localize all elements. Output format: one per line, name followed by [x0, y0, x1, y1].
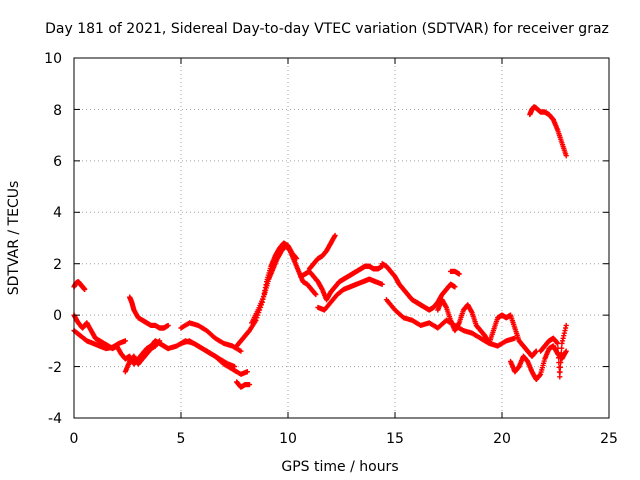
chart-title: Day 181 of 2021, Sidereal Day-to-day VTE… [45, 21, 609, 37]
data-point [122, 338, 128, 344]
y-tick-label: -4 [48, 411, 62, 427]
data-point [558, 359, 564, 366]
x-tick-label: 25 [600, 431, 618, 447]
data-point [238, 348, 244, 354]
data-point [452, 284, 458, 290]
data-point [557, 364, 563, 370]
y-tick-label: 0 [53, 308, 62, 324]
x-tick-label: 0 [70, 431, 79, 447]
series-seg-u [527, 104, 569, 159]
series-seg-h [178, 338, 250, 377]
data-point [332, 232, 338, 239]
y-axis-label: SDTVAR / TECUs [6, 181, 22, 296]
y-tick-labels: -4 -2 0 2 4 6 8 10 [44, 51, 62, 427]
data-point [165, 322, 171, 329]
x-tick-label: 5 [177, 431, 186, 447]
data-point [512, 335, 518, 341]
series-seg-i [234, 379, 253, 390]
data-point [563, 322, 569, 329]
data-point [557, 369, 563, 375]
x-tick-label: 15 [386, 431, 404, 447]
y-tick-label: 8 [53, 103, 62, 119]
data-point [379, 281, 385, 287]
data-point [456, 271, 462, 277]
y-tick-label: 10 [44, 51, 62, 67]
data-point [558, 350, 564, 356]
data-point [559, 345, 565, 351]
y-tick-label: 2 [53, 257, 62, 273]
plot-frame [73, 57, 610, 419]
y-tick-label: 4 [53, 205, 62, 221]
y-tick-label: 6 [53, 154, 62, 170]
series-seg-n [315, 276, 385, 313]
data-point [558, 355, 564, 361]
series-seg-d [122, 338, 163, 375]
series-seg-k [249, 243, 319, 326]
data-point [557, 374, 563, 380]
series-seg-b [71, 327, 128, 352]
data-point [313, 291, 319, 298]
grid [74, 58, 609, 418]
data-point [82, 286, 88, 293]
x-tick-label: 10 [279, 431, 297, 447]
series-seg-q [448, 268, 462, 277]
y-tick-label: -2 [48, 360, 62, 376]
series-seg-e [127, 294, 171, 331]
series-seg-g [178, 320, 244, 354]
data-point [246, 381, 253, 388]
data-point [563, 153, 569, 159]
series-seg-l [298, 263, 385, 303]
x-axis-label: GPS time / hours [281, 459, 398, 475]
data-point [563, 348, 569, 354]
series-seg-m [306, 232, 338, 272]
series-seg-o [379, 261, 458, 313]
data-point [157, 338, 163, 344]
series-seg-r [435, 297, 539, 359]
data-marks [71, 104, 569, 390]
x-tick-labels: 0 5 10 15 20 25 [70, 431, 618, 447]
data-point [244, 369, 250, 375]
x-tick-label: 20 [493, 431, 511, 447]
series-seg-t [537, 322, 569, 380]
